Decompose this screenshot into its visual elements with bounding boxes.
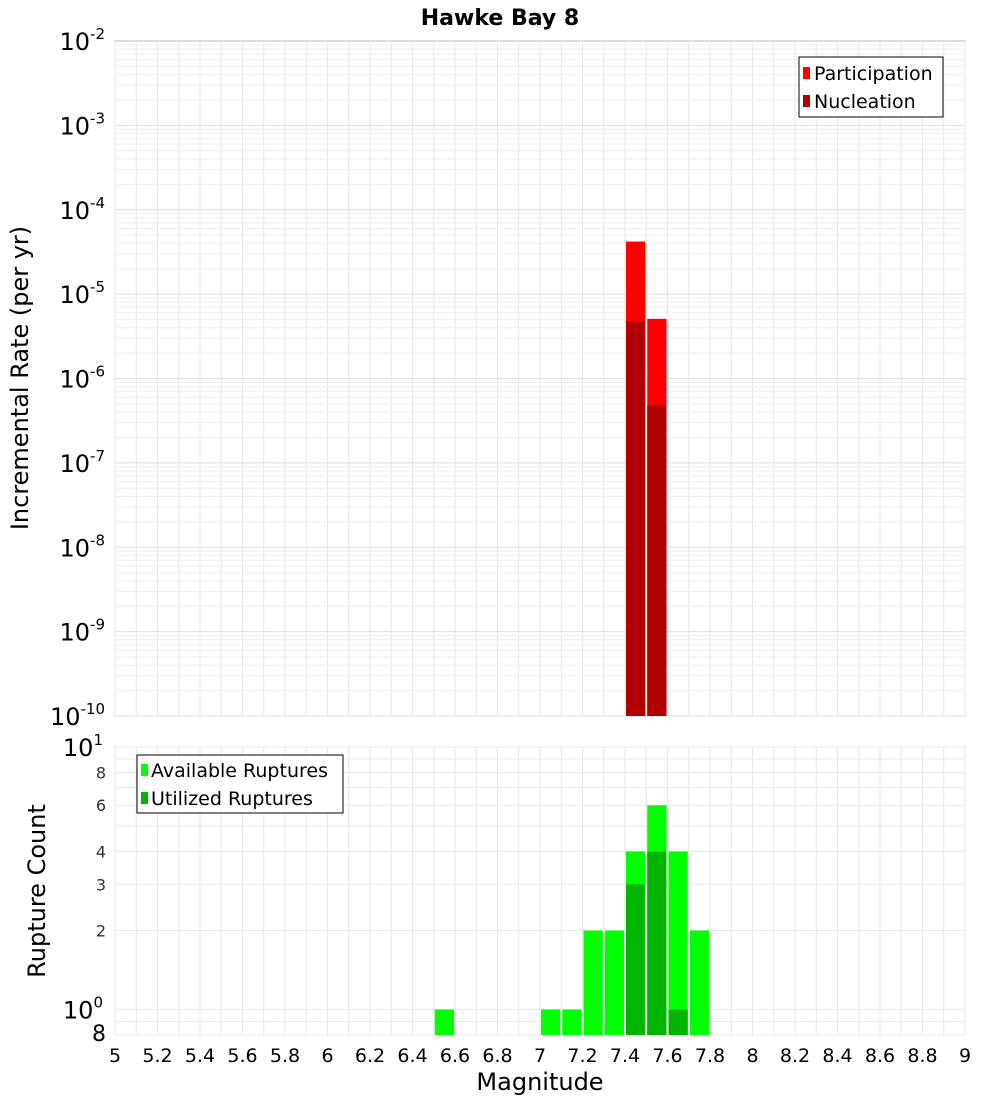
y-tick-label: 10-7 bbox=[59, 447, 105, 478]
bar-utilized-ruptures bbox=[647, 851, 667, 1035]
x-tick-label: 7.4 bbox=[610, 1045, 640, 1067]
x-tick-label: 8.2 bbox=[780, 1045, 810, 1067]
x-tick-label: 8.8 bbox=[907, 1045, 937, 1067]
x-tick-label: 5.4 bbox=[185, 1045, 215, 1067]
x-tick-label: 7.6 bbox=[652, 1045, 682, 1067]
x-tick-label: 7.8 bbox=[695, 1045, 725, 1067]
x-tick-label: 6.4 bbox=[397, 1045, 427, 1067]
legend-swatch-available bbox=[141, 764, 148, 776]
y-tick-label-minor: 8 bbox=[96, 763, 106, 782]
x-tick-label: 6.2 bbox=[355, 1045, 385, 1067]
y-tick-label-minor: 8 bbox=[92, 1022, 106, 1047]
top-y-tick-labels: 10-10 10-9 10-8 10-7 10-6 10-5 10-4 10-3 10-2 bbox=[50, 25, 105, 731]
x-tick-labels: 5 5.2 5.4 5.6 5.8 6 6.2 6.4 6.6 6.8 7 7.2 7.4 7.6 7.8 8… bbox=[109, 1045, 971, 1067]
top-legend: Participation Nucleation bbox=[798, 56, 944, 118]
top-grid bbox=[114, 41, 966, 717]
bar-available-ruptures bbox=[541, 1009, 561, 1035]
x-tick-label: 6.6 bbox=[440, 1045, 470, 1067]
top-bars bbox=[626, 241, 667, 717]
top-y-axis-label: Incremental Rate (per yr) bbox=[6, 226, 34, 530]
legend-label-utilized: Utilized Ruptures bbox=[151, 788, 313, 810]
y-tick-label-major: 101 bbox=[63, 731, 103, 762]
bar-nucleation bbox=[647, 405, 667, 716]
legend-label-nucleation: Nucleation bbox=[814, 91, 916, 113]
x-tick-label: 6 bbox=[321, 1045, 333, 1067]
x-tick-label: 7.2 bbox=[567, 1045, 597, 1067]
x-tick-label: 5.8 bbox=[270, 1045, 300, 1067]
y-tick-label: 10-9 bbox=[59, 616, 105, 647]
x-tick-label: 9 bbox=[959, 1045, 971, 1067]
y-tick-label: 10-3 bbox=[59, 109, 105, 140]
y-tick-label-minor: 4 bbox=[96, 842, 106, 861]
bar-available-ruptures bbox=[668, 851, 688, 1035]
y-tick-label: 10-8 bbox=[59, 531, 105, 562]
x-axis-label: Magnitude bbox=[476, 1068, 603, 1096]
x-tick-label: 8 bbox=[746, 1045, 758, 1067]
bar-utilized-ruptures bbox=[668, 1009, 688, 1035]
y-tick-label: 10-4 bbox=[59, 194, 105, 225]
bar-available-ruptures bbox=[689, 930, 709, 1035]
x-tick-label: 8.6 bbox=[865, 1045, 895, 1067]
bottom-bars bbox=[434, 805, 709, 1035]
x-tick-label: 6.8 bbox=[482, 1045, 512, 1067]
bar-utilized-ruptures bbox=[626, 884, 646, 1035]
y-tick-label-minor: 2 bbox=[96, 922, 106, 941]
legend-swatch-participation bbox=[803, 67, 810, 79]
legend-swatch-nucleation bbox=[803, 95, 810, 107]
x-tick-label: 5.6 bbox=[227, 1045, 257, 1067]
bar-available-ruptures bbox=[583, 930, 603, 1035]
y-tick-label-minor: 3 bbox=[96, 875, 106, 894]
y-tick-label-major: 100 bbox=[63, 994, 103, 1025]
top-chart-title: Hawke Bay 8 bbox=[421, 6, 579, 31]
x-tick-label: 8.4 bbox=[822, 1045, 852, 1067]
y-tick-label: 10-2 bbox=[59, 25, 105, 56]
x-tick-label: 7 bbox=[534, 1045, 546, 1067]
bottom-legend: Available Ruptures Utilized Ruptures bbox=[136, 754, 344, 814]
x-tick-label: 5 bbox=[109, 1045, 121, 1067]
bar-available-ruptures bbox=[562, 1009, 582, 1035]
legend-label-available: Available Ruptures bbox=[151, 760, 328, 782]
x-tick-label: 5.2 bbox=[142, 1045, 172, 1067]
y-tick-label-minor: 6 bbox=[96, 796, 106, 815]
bottom-y-axis-label: Rupture Count bbox=[23, 804, 51, 978]
y-tick-label: 10-10 bbox=[50, 700, 105, 731]
legend-swatch-utilized bbox=[141, 792, 148, 804]
y-tick-label: 10-5 bbox=[59, 278, 105, 309]
y-tick-label: 10-6 bbox=[59, 363, 105, 394]
legend-label-participation: Participation bbox=[814, 63, 933, 85]
bar-nucleation bbox=[626, 321, 646, 716]
bar-available-ruptures bbox=[434, 1009, 454, 1035]
bar-available-ruptures bbox=[604, 930, 624, 1035]
